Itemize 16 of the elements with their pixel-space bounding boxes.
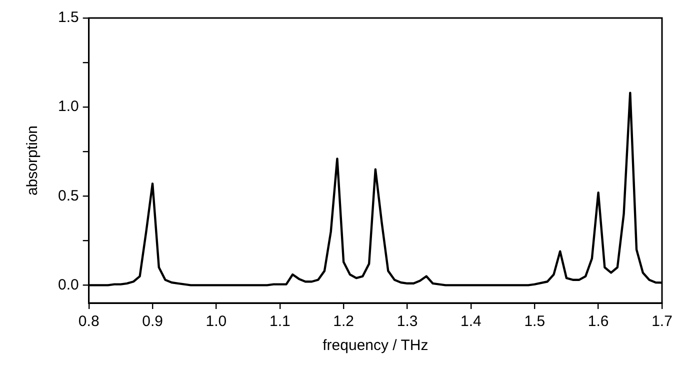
x-tick-label: 1.1 [269, 313, 290, 330]
x-tick-label: 1.2 [333, 313, 354, 330]
x-axis-title: frequency / THz [322, 337, 428, 354]
y-tick-label: 0.5 [58, 187, 79, 204]
x-tick-label: 0.9 [142, 313, 163, 330]
x-tick-label: 0.8 [78, 313, 100, 330]
x-tick-label: 1.0 [206, 313, 227, 330]
x-tick-label: 1.4 [460, 313, 482, 330]
x-tick-label: 1.6 [588, 313, 609, 330]
x-tick-label: 1.7 [652, 313, 672, 330]
y-tick-label: 0.0 [58, 276, 79, 294]
y-axis-title: absorption [24, 125, 42, 196]
y-tick-label: 1.0 [58, 98, 79, 116]
x-tick-label: 1.3 [396, 313, 418, 330]
x-tick-label: 1.5 [524, 313, 546, 330]
y-tick-label: 1.5 [58, 9, 79, 26]
